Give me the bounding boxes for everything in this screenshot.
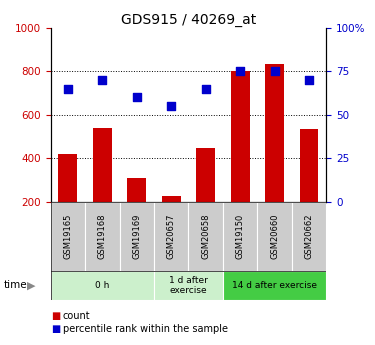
Bar [231,71,250,202]
Point [202,86,208,91]
Text: percentile rank within the sample: percentile rank within the sample [63,325,228,334]
Text: time: time [4,280,27,290]
Point [168,103,174,109]
Bar [154,271,223,300]
Bar [51,271,154,300]
Point [237,68,243,74]
Bar [127,178,146,202]
Bar [188,202,223,271]
Text: GSM20662: GSM20662 [304,214,313,259]
Text: count: count [63,311,90,321]
Text: 14 d after exercise: 14 d after exercise [232,281,317,290]
Bar [196,148,215,202]
Bar [154,202,188,271]
Text: GSM19165: GSM19165 [63,214,72,259]
Text: GSM20657: GSM20657 [167,214,176,259]
Point [306,77,312,82]
Point [65,86,71,91]
Text: GSM19150: GSM19150 [236,214,244,259]
Bar [223,271,326,300]
Bar [257,202,292,271]
Bar [223,202,257,271]
Title: GDS915 / 40269_at: GDS915 / 40269_at [121,12,256,27]
Text: ▶: ▶ [27,280,36,290]
Bar [265,63,284,202]
Point [134,95,140,100]
Bar [120,202,154,271]
Text: GSM20658: GSM20658 [201,214,210,259]
Bar [58,154,77,202]
Text: 1 d after
exercise: 1 d after exercise [169,276,208,295]
Bar [51,202,85,271]
Text: ■: ■ [51,311,60,321]
Point [272,68,278,74]
Bar [292,202,326,271]
Bar [162,196,181,202]
Bar [85,202,120,271]
Text: ■: ■ [51,325,60,334]
Bar [93,128,112,202]
Bar [300,129,318,202]
Point [99,77,105,82]
Text: GSM20660: GSM20660 [270,214,279,259]
Text: GSM19169: GSM19169 [132,214,141,259]
Text: 0 h: 0 h [95,281,109,290]
Text: GSM19168: GSM19168 [98,214,107,259]
